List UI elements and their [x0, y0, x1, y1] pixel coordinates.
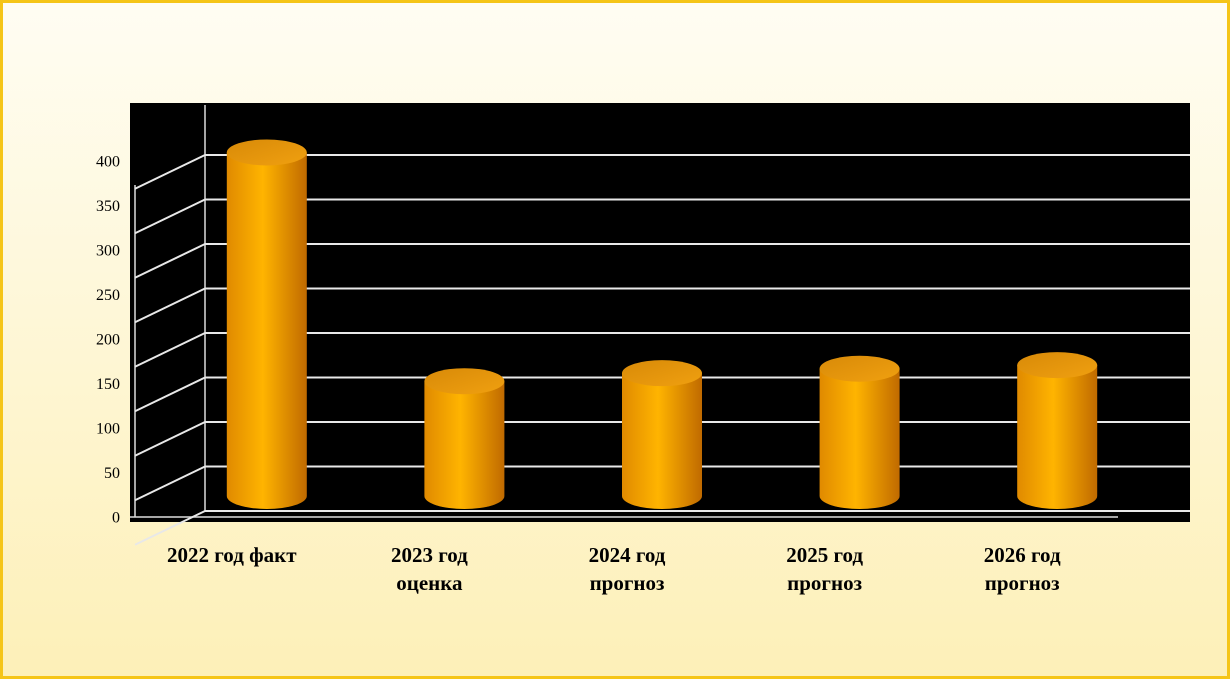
x-tick-label: 2024 год прогноз	[588, 543, 666, 595]
grid-diagonal	[134, 421, 206, 457]
grid-diagonal	[134, 510, 206, 546]
cylinder-part	[226, 152, 307, 509]
cylinder-part	[819, 355, 900, 382]
cylinder	[424, 368, 505, 509]
grid-diagonal	[134, 243, 206, 279]
y-tick-label: 300	[96, 243, 120, 260]
cylinder-part	[622, 373, 702, 509]
cylinder	[819, 355, 900, 509]
grid-diagonal	[134, 154, 206, 190]
cylinder	[1017, 352, 1098, 509]
x-tick-label: 2023 год оценка	[391, 543, 468, 595]
cylinder-part	[226, 139, 307, 166]
chart: 0 50 100 150 200 250 300 350 400	[96, 103, 1190, 546]
grid-diagonal	[134, 465, 206, 502]
cylinder-part	[819, 368, 900, 509]
cylinder-part	[424, 368, 505, 395]
y-tick-label: 350	[96, 198, 120, 215]
y-tick-label: 50	[104, 465, 120, 482]
cylinder-part	[424, 381, 505, 509]
cylinder	[622, 360, 702, 509]
x-tick-label: 2025 год прогноз	[786, 543, 863, 595]
y-tick-label: 100	[96, 421, 120, 438]
y-tick-label: 0	[112, 510, 120, 527]
grid-diagonal	[134, 332, 206, 368]
y-tick-label: 250	[96, 287, 120, 304]
grid-diagonal	[134, 198, 206, 235]
cylinder-part	[622, 360, 702, 387]
y-tick-label: 200	[96, 332, 120, 349]
grid-diagonal	[134, 287, 206, 324]
cylinder	[226, 139, 307, 509]
grid-diagonal	[134, 376, 206, 413]
cylinder-part	[1017, 352, 1098, 379]
x-tick-label: 2026 год прогноз	[983, 543, 1061, 595]
x-tick-label: 2022 год факт	[167, 543, 297, 567]
y-tick-label: 400	[96, 154, 120, 171]
y-tick-label: 150	[96, 376, 120, 393]
cylinder-part	[1017, 365, 1098, 509]
